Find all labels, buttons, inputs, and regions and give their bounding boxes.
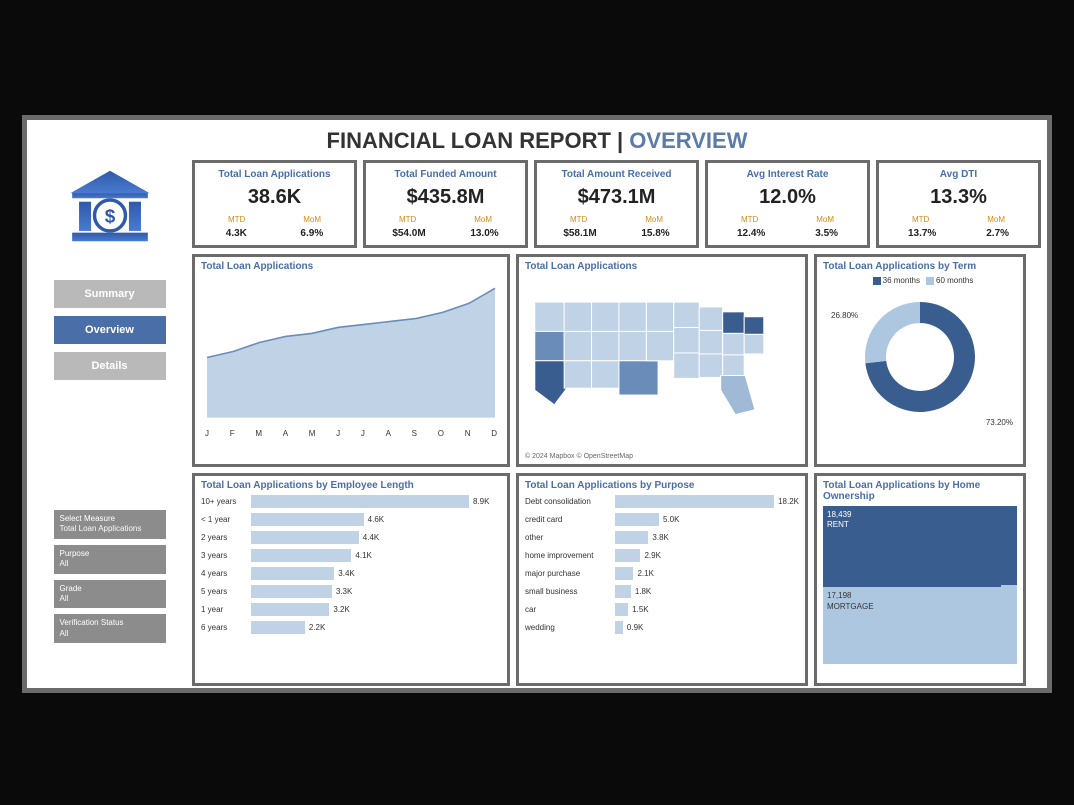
kpi-title: Total Loan Applications: [199, 169, 350, 180]
kpi-value: 38.6K: [199, 186, 350, 209]
kpi-title: Avg Interest Rate: [712, 169, 863, 180]
map-attribution: © 2024 Mapbox © OpenStreetMap: [525, 453, 633, 460]
us-map[interactable]: [525, 276, 799, 426]
nav-details[interactable]: Details: [54, 352, 166, 380]
donut-chart[interactable]: 26.80% 73.20%: [823, 287, 1017, 437]
map-panel: Total Loan Applications: [516, 254, 808, 467]
mtd-value: 4.3K: [226, 228, 247, 239]
kpi-row: Total Loan Applications 38.6K MTD MoM 4.3K 6.…: [192, 160, 1041, 248]
filter-select-measure[interactable]: Select MeasureTotal Loan Applications: [54, 510, 166, 539]
mtd-value: $58.1M: [563, 228, 596, 239]
mom-label: MoM: [816, 215, 834, 224]
dashboard: FINANCIAL LOAN REPORT | OVERVIEW: [22, 115, 1052, 693]
mtd-value: $54.0M: [392, 228, 425, 239]
treemap-cell: 18,439RENT: [823, 506, 1001, 587]
bar-row: credit card5.0K: [525, 513, 799, 526]
purpose-bars-title: Total Loan Applications by Purpose: [525, 480, 799, 491]
bar-row: 10+ years8.9K: [201, 495, 501, 508]
mom-label: MoM: [987, 215, 1005, 224]
filter-purpose[interactable]: PurposeAll: [54, 545, 166, 574]
home-ownership-title: Total Loan Applications by Home Ownershi…: [823, 480, 1017, 502]
purpose-bars-panel: Total Loan Applications by Purpose Debt …: [516, 473, 808, 686]
kpi-card: Total Funded Amount $435.8M MTD MoM $54.0M 13…: [363, 160, 528, 248]
title-prefix: FINANCIAL LOAN REPORT |: [327, 128, 630, 153]
bar-row: Debt consolidation18.2K: [525, 495, 799, 508]
kpi-value: $473.1M: [541, 186, 692, 209]
mom-value: 3.5%: [815, 228, 838, 239]
logo: $: [35, 162, 184, 250]
bar-row: major purchase2.1K: [525, 567, 799, 580]
bar-row: wedding0.9K: [525, 621, 799, 634]
title-accent: OVERVIEW: [629, 128, 747, 153]
emp-bars-title: Total Loan Applications by Employee Leng…: [201, 480, 501, 491]
mom-value: 13.0%: [470, 228, 498, 239]
mtd-value: 12.4%: [737, 228, 765, 239]
treemap[interactable]: 18,439RENT17,198MORTGAGE: [823, 506, 1017, 664]
kpi-value: $435.8M: [370, 186, 521, 209]
svg-text:$: $: [104, 206, 115, 227]
donut-label: 73.20%: [986, 418, 1013, 427]
area-chart-panel: Total Loan Applications JFMAMJJASOND: [192, 254, 510, 467]
treemap-cell: 17,198MORTGAGE: [823, 587, 1001, 664]
emp-bars-panel: Total Loan Applications by Employee Leng…: [192, 473, 510, 686]
mtd-label: MTD: [228, 215, 245, 224]
mom-label: MoM: [474, 215, 492, 224]
bar-row: 1 year3.2K: [201, 603, 501, 616]
nav-summary[interactable]: Summary: [54, 280, 166, 308]
filter-verification-status[interactable]: Verification StatusAll: [54, 614, 166, 643]
nav-overview[interactable]: Overview: [54, 316, 166, 344]
mom-label: MoM: [303, 215, 321, 224]
bar-row: < 1 year4.6K: [201, 513, 501, 526]
mom-value: 2.7%: [986, 228, 1009, 239]
kpi-card: Total Loan Applications 38.6K MTD MoM 4.3K 6.…: [192, 160, 357, 248]
bank-icon: $: [67, 167, 153, 245]
donut-legend: 36 months60 months: [823, 276, 1017, 285]
bar-row: 4 years3.4K: [201, 567, 501, 580]
bar-row: 2 years4.4K: [201, 531, 501, 544]
kpi-card: Avg DTI 13.3% MTD MoM 13.7% 2.7%: [876, 160, 1041, 248]
bar-row: home improvement2.9K: [525, 549, 799, 562]
sidebar: $ Summary Overview Details Select MeasureT…: [27, 160, 192, 686]
mtd-label: MTD: [912, 215, 929, 224]
mtd-label: MTD: [741, 215, 758, 224]
mom-label: MoM: [645, 215, 663, 224]
kpi-value: 12.0%: [712, 186, 863, 209]
area-x-axis: JFMAMJJASOND: [201, 429, 501, 438]
donut-label: 26.80%: [831, 311, 858, 320]
bar-row: car1.5K: [525, 603, 799, 616]
kpi-title: Avg DTI: [883, 169, 1034, 180]
mtd-label: MTD: [570, 215, 587, 224]
donut-title: Total Loan Applications by Term: [823, 261, 1017, 272]
page-title: FINANCIAL LOAN REPORT | OVERVIEW: [27, 120, 1047, 160]
home-ownership-panel: Total Loan Applications by Home Ownershi…: [814, 473, 1026, 686]
bar-row: 5 years3.3K: [201, 585, 501, 598]
bar-row: other3.8K: [525, 531, 799, 544]
main-area: Total Loan Applications 38.6K MTD MoM 4.3K 6.…: [192, 160, 1047, 686]
bar-row: small business1.8K: [525, 585, 799, 598]
mom-value: 15.8%: [641, 228, 669, 239]
kpi-title: Total Funded Amount: [370, 169, 521, 180]
emp-bars[interactable]: 10+ years8.9K < 1 year4.6K 2 years4.4K 3 ye…: [201, 495, 501, 634]
purpose-bars[interactable]: Debt consolidation18.2K credit card5.0K ot…: [525, 495, 799, 634]
kpi-card: Total Amount Received $473.1M MTD MoM $58.1M…: [534, 160, 699, 248]
filter-grade[interactable]: GradeAll: [54, 580, 166, 609]
area-chart-title: Total Loan Applications: [201, 261, 501, 272]
map-title: Total Loan Applications: [525, 261, 799, 272]
kpi-title: Total Amount Received: [541, 169, 692, 180]
mtd-label: MTD: [399, 215, 416, 224]
bar-row: 6 years2.2K: [201, 621, 501, 634]
mtd-value: 13.7%: [908, 228, 936, 239]
donut-panel: Total Loan Applications by Term 36 month…: [814, 254, 1026, 467]
mom-value: 6.9%: [300, 228, 323, 239]
kpi-card: Avg Interest Rate 12.0% MTD MoM 12.4% 3.5%: [705, 160, 870, 248]
kpi-value: 13.3%: [883, 186, 1034, 209]
area-chart[interactable]: [201, 276, 501, 424]
bar-row: 3 years4.1K: [201, 549, 501, 562]
